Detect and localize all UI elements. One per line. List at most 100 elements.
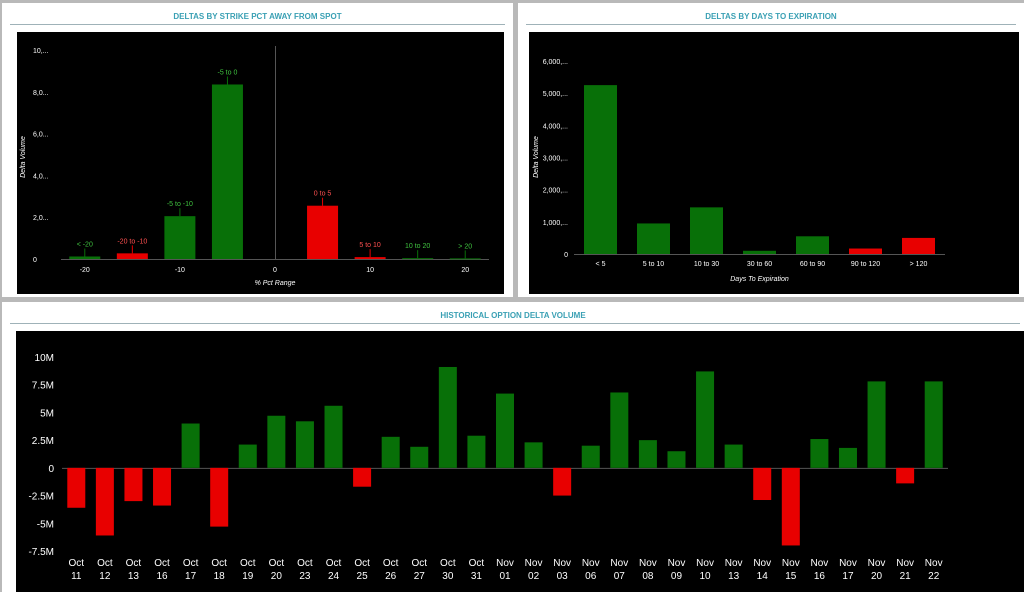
x-tick-day-label: 20 [871, 571, 883, 582]
bar [181, 423, 200, 468]
bar-data-label: 5 to 10 [359, 242, 381, 249]
x-tick-day-label: 22 [928, 571, 940, 582]
bar [838, 447, 857, 468]
bar [238, 444, 257, 468]
x-tick-day-label: 03 [557, 571, 569, 582]
y-axis-title: Delta Volume [20, 136, 27, 178]
x-tick-day-label: 17 [842, 571, 854, 582]
x-tick-month-label: Oct [297, 558, 313, 569]
x-tick-day-label: 16 [156, 571, 168, 582]
bar [796, 236, 829, 254]
bar [116, 253, 148, 259]
historical-chart: -7.5M -5M -2.5M 0 2.5M 5M 7.5M 10M Oct 11 Oct 12 Oct… [16, 331, 1024, 592]
bar [924, 381, 943, 468]
bar-data-label: 0 to 5 [314, 191, 332, 198]
bar [810, 439, 829, 468]
x-tick-month-label: Nov [896, 558, 914, 569]
y-tick-label: 0 [33, 257, 37, 264]
y-tick-label: 7.5M [32, 381, 54, 392]
x-tick-month-label: Nov [582, 558, 600, 569]
x-tick-label: > 120 [910, 261, 928, 268]
x-tick-label: -10 [175, 267, 185, 274]
x-tick-month-label: Nov [553, 558, 571, 569]
x-tick-month-label: Oct [240, 558, 256, 569]
bar [867, 381, 886, 468]
bar-data-label: 10 to 20 [405, 243, 430, 250]
x-tick-month-label: Oct [326, 558, 342, 569]
bar [449, 258, 481, 260]
x-tick-month-label: Nov [725, 558, 743, 569]
x-tick-day-label: 14 [757, 571, 769, 582]
x-tick-day-label: 18 [214, 571, 226, 582]
y-tick-label: 2,0... [33, 215, 49, 222]
y-tick-label: 1,000,... [543, 220, 568, 227]
historical-panel-rule [10, 323, 1020, 324]
x-tick-day-label: 26 [385, 571, 397, 582]
bar-data-label: -5 to -10 [167, 201, 193, 208]
expiry-panel-title: DELTAS BY DAYS TO EXPIRATION [705, 12, 837, 21]
x-tick-day-label: 09 [671, 571, 683, 582]
bar [849, 248, 882, 254]
x-tick-month-label: Nov [696, 558, 714, 569]
bar [69, 256, 101, 259]
x-tick-month-label: Nov [525, 558, 543, 569]
x-tick-label: 90 to 120 [851, 261, 880, 268]
x-tick-month-label: Oct [354, 558, 370, 569]
bar [902, 237, 935, 254]
y-tick-label: 10M [35, 353, 54, 364]
x-tick-label: 10 [366, 267, 374, 274]
x-tick-month-label: Oct [154, 558, 170, 569]
bar [743, 250, 776, 254]
bar [324, 405, 343, 468]
x-tick-month-label: Nov [496, 558, 514, 569]
bar [496, 393, 514, 468]
strike-panel-title: DELTAS BY STRIKE PCT AWAY FROM SPOT [173, 12, 342, 21]
x-tick-label: 30 to 60 [747, 261, 772, 268]
x-tick-month-label: Nov [782, 558, 800, 569]
x-tick-month-label: Oct [126, 558, 142, 569]
x-tick-label: 60 to 90 [800, 261, 825, 268]
x-tick-month-label: Oct [469, 558, 485, 569]
bar [295, 421, 314, 468]
bar [584, 85, 617, 254]
bar [210, 467, 229, 527]
x-tick-month-label: Nov [668, 558, 686, 569]
y-tick-label: 5,000,... [543, 91, 568, 98]
x-tick-day-label: 21 [900, 571, 912, 582]
x-tick-month-label: Nov [868, 558, 886, 569]
bar [638, 440, 657, 468]
bar [124, 467, 143, 502]
strike-panel-rule [10, 24, 505, 25]
x-tick-month-label: Oct [269, 558, 285, 569]
x-tick-day-label: 16 [814, 571, 826, 582]
bar [467, 435, 486, 468]
x-tick-month-label: Oct [440, 558, 456, 569]
x-tick-day-label: 25 [357, 571, 369, 582]
y-tick-label: 2,000,... [543, 188, 568, 195]
y-tick-label: 8,0... [33, 90, 49, 97]
x-axis-title: % Pct Range [255, 280, 296, 287]
y-axis-title: Delta Volume [533, 136, 540, 178]
x-tick-month-label: Oct [211, 558, 227, 569]
x-tick-label: 0 [273, 267, 277, 274]
x-tick-month-label: Oct [97, 558, 113, 569]
x-tick-day-label: 10 [700, 571, 712, 582]
bar [67, 467, 86, 508]
bar [781, 467, 800, 546]
x-tick-month-label: Nov [810, 558, 828, 569]
x-tick-day-label: 13 [728, 571, 740, 582]
x-tick-day-label: 13 [128, 571, 140, 582]
bar [410, 446, 429, 468]
y-tick-label: 3,000,... [543, 156, 568, 163]
x-tick-month-label: Nov [839, 558, 857, 569]
x-tick-month-label: Nov [639, 558, 657, 569]
bar [581, 445, 600, 468]
x-tick-label: 10 to 30 [694, 261, 719, 268]
y-tick-label: -5M [37, 519, 54, 530]
chart-background [17, 32, 504, 294]
x-tick-month-label: Nov [925, 558, 943, 569]
y-tick-label: 4,0... [33, 173, 49, 180]
bar [610, 392, 629, 468]
bar [354, 257, 386, 259]
x-tick-day-label: 15 [785, 571, 797, 582]
